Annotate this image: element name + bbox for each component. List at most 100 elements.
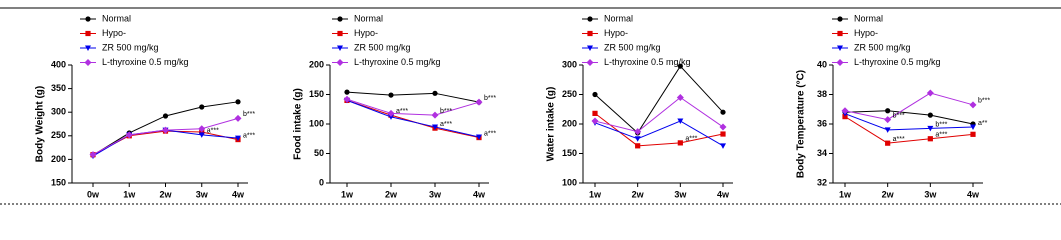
y-axis-label: Body Weight (g) <box>35 86 46 162</box>
data-point <box>884 127 891 133</box>
legend-marker <box>837 30 843 37</box>
legend-label: Hypo- <box>604 28 628 38</box>
data-point <box>235 99 241 105</box>
legend-marker <box>337 16 343 22</box>
data-point <box>970 124 976 130</box>
legend-marker <box>587 45 593 51</box>
y-tick-label: 250 <box>51 130 66 140</box>
data-point <box>387 109 395 117</box>
data-point <box>162 113 169 119</box>
y-axis-label: Water intake (g) <box>546 87 557 162</box>
y-tick-label: 50 <box>314 148 324 158</box>
x-tick-label: 0w <box>87 189 100 199</box>
legend-label: ZR 500 mg/kg <box>354 42 411 52</box>
legend-label: L-thyroxine 0.5 mg/kg <box>604 57 691 67</box>
data-point <box>677 118 684 125</box>
data-point <box>432 90 438 96</box>
data-point <box>199 104 205 110</box>
x-tick-label: 3w <box>429 189 442 199</box>
series-line <box>346 99 480 138</box>
legend-label: ZR 500 mg/kg <box>854 42 911 52</box>
legend-marker <box>336 59 344 66</box>
data-point <box>927 136 933 142</box>
data-point <box>720 143 726 149</box>
series-line <box>844 110 974 125</box>
data-point <box>885 140 891 146</box>
legend-label: Normal <box>604 13 633 23</box>
data-point <box>677 63 683 69</box>
data-point <box>592 110 598 116</box>
data-point <box>344 89 350 95</box>
x-tick-label: 2w <box>632 189 645 199</box>
y-tick-label: 200 <box>309 59 324 69</box>
y-tick-label: 200 <box>562 118 577 128</box>
data-point <box>719 123 727 131</box>
legend-marker <box>587 16 593 22</box>
series-line <box>594 96 724 133</box>
data-point <box>235 135 241 142</box>
legend-label: Normal <box>854 13 883 23</box>
series-line <box>346 98 480 116</box>
data-point <box>432 124 438 130</box>
series-line <box>844 92 974 121</box>
y-tick-label: 100 <box>562 177 577 187</box>
data-point <box>926 89 934 97</box>
annotation: a*** <box>440 121 452 128</box>
data-point <box>388 114 394 120</box>
x-tick-label: 2w <box>882 189 895 199</box>
legend-label: Hypo- <box>854 28 878 38</box>
data-point <box>927 112 933 118</box>
legend-label: Normal <box>102 13 131 23</box>
y-tick-label: 300 <box>562 59 577 69</box>
legend-marker <box>85 16 91 22</box>
y-tick-label: 38 <box>817 89 827 99</box>
y-tick-label: 32 <box>817 177 827 187</box>
data-point <box>720 109 726 115</box>
x-tick-label: 3w <box>196 189 209 199</box>
x-tick-label: 3w <box>674 189 687 199</box>
x-tick-label: 4w <box>717 189 730 199</box>
legend-marker <box>337 45 343 51</box>
x-tick-label: 2w <box>159 189 172 199</box>
data-point <box>884 116 892 124</box>
legend-marker <box>586 59 594 66</box>
legend-label: L-thyroxine 0.5 mg/kg <box>354 57 441 67</box>
data-point <box>89 151 97 159</box>
x-tick-label: 2w <box>385 189 398 199</box>
data-point <box>388 92 394 98</box>
data-point <box>125 131 133 139</box>
x-tick-label: 4w <box>232 189 245 199</box>
legend-label: ZR 500 mg/kg <box>604 42 661 52</box>
y-tick-label: 200 <box>51 154 66 164</box>
legend-marker <box>837 45 843 51</box>
legend-label: Hypo- <box>102 28 126 38</box>
series-line <box>844 113 974 131</box>
data-point <box>927 125 934 132</box>
data-point <box>198 132 205 138</box>
annotation: a*** <box>207 128 219 135</box>
data-point <box>198 125 206 133</box>
data-point <box>720 131 726 137</box>
y-tick-label: 300 <box>51 107 66 117</box>
y-tick-label: 100 <box>309 118 324 128</box>
annotation: a*** <box>893 136 905 143</box>
data-point <box>431 111 439 119</box>
data-point <box>634 136 641 142</box>
legend-label: Normal <box>354 13 383 23</box>
data-point <box>591 117 599 125</box>
x-tick-label: 3w <box>924 189 937 199</box>
data-point <box>970 131 976 137</box>
y-tick-label: 400 <box>51 59 66 69</box>
data-point <box>677 140 683 146</box>
legend-marker <box>837 16 843 22</box>
y-tick-label: 150 <box>562 148 577 158</box>
y-axis-label: Food intake (g) <box>293 88 304 160</box>
y-tick-label: 250 <box>562 89 577 99</box>
legend-label: Hypo- <box>354 28 378 38</box>
legend-marker <box>587 30 593 37</box>
annotation: a*** <box>243 132 255 139</box>
data-point <box>969 101 977 109</box>
y-tick-label: 0 <box>319 177 324 187</box>
annotation: b*** <box>893 112 905 119</box>
